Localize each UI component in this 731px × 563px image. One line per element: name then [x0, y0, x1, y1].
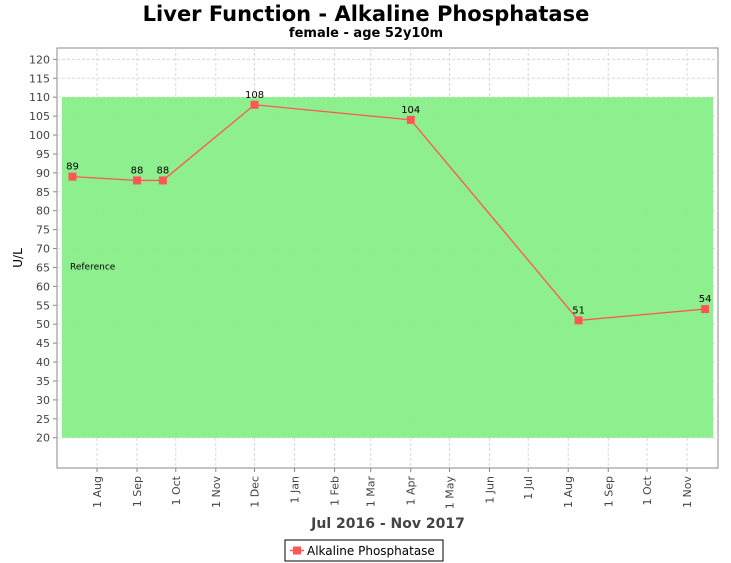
data-label: 89	[66, 162, 79, 173]
reference-band-layer: Reference	[62, 97, 713, 438]
data-point-marker	[250, 100, 259, 109]
y-tick-label: 75	[36, 224, 50, 237]
data-point-marker	[133, 176, 142, 185]
y-tick-label: 90	[36, 167, 50, 180]
data-label: 54	[699, 294, 712, 305]
y-tick-label: 80	[36, 205, 50, 218]
x-tick-label: 1 Mar	[365, 476, 378, 508]
y-tick-label: 20	[36, 432, 50, 445]
y-tick-label: 85	[36, 186, 50, 199]
data-label: 51	[572, 305, 585, 316]
chart-subtitle: female - age 52y10m	[289, 26, 443, 41]
x-tick-label: 1 Aug	[562, 476, 575, 508]
y-tick-label: 120	[29, 53, 50, 66]
x-tick-label: 1 Sep	[602, 476, 615, 507]
y-axis: 20 25 30 35 40 45 50 55 60 65 70 75 80 85 90 95 100 105 11…	[29, 53, 57, 445]
y-tick-label: 30	[36, 394, 50, 407]
data-point-marker	[574, 316, 583, 325]
y-tick-label: 105	[29, 110, 50, 123]
x-tick-label: 1 Dec	[249, 476, 262, 508]
x-tick-label: 1 Apr	[405, 476, 418, 506]
x-tick-label: 1 Feb	[329, 476, 342, 506]
x-axis-label: Jul 2016 - Nov 2017	[310, 516, 465, 532]
data-label: 88	[156, 165, 169, 176]
legend: Alkaline Phosphatase	[284, 539, 444, 562]
y-tick-label: 110	[29, 91, 50, 104]
y-tick-label: 65	[36, 261, 50, 274]
x-tick-label: 1 Jun	[483, 476, 496, 504]
x-tick-label: 1 Jul	[522, 476, 535, 500]
reference-band	[62, 97, 713, 438]
y-tick-label: 45	[36, 337, 50, 350]
data-point-marker	[701, 305, 710, 314]
data-label: 108	[245, 90, 264, 101]
y-tick-label: 95	[36, 148, 50, 161]
y-tick-label: 100	[29, 129, 50, 142]
y-tick-label: 50	[36, 318, 50, 331]
data-point-marker	[158, 176, 167, 185]
x-tick-label: 1 May	[443, 476, 456, 510]
legend-series-label: Alkaline Phosphatase	[307, 544, 435, 558]
legend-series-marker	[293, 546, 301, 555]
y-tick-label: 70	[36, 243, 50, 256]
x-tick-label: 1 Nov	[210, 476, 223, 508]
chart-title: Liver Function - Alkaline Phosphatase	[143, 2, 590, 26]
data-label: 104	[401, 105, 420, 116]
x-tick-label: 1 Jan	[289, 476, 302, 503]
y-tick-label: 35	[36, 375, 50, 388]
data-point-marker	[406, 115, 415, 124]
y-tick-label: 40	[36, 356, 50, 369]
x-tick-label: 1 Nov	[681, 476, 694, 508]
legend-box	[284, 539, 444, 562]
y-tick-label: 55	[36, 299, 50, 312]
data-point-marker	[68, 172, 77, 181]
x-tick-label: 1 Sep	[131, 476, 144, 507]
y-tick-label: 25	[36, 413, 50, 426]
x-tick-label: 1 Aug	[91, 476, 104, 508]
reference-band-label: Reference	[70, 262, 116, 272]
y-axis-label: U/L	[11, 248, 25, 268]
y-tick-label: 115	[29, 72, 50, 85]
x-tick-label: 1 Oct	[641, 475, 654, 505]
data-label: 88	[131, 165, 144, 176]
x-tick-label: 1 Oct	[170, 475, 183, 505]
y-tick-label: 60	[36, 280, 50, 293]
x-axis: 1 Aug 1 Sep 1 Oct 1 Nov 1 Dec 1 Jan 1 Feb 1 Mar…	[91, 468, 694, 509]
series-layer: 89 88 88 108 104 51 54	[66, 90, 711, 325]
